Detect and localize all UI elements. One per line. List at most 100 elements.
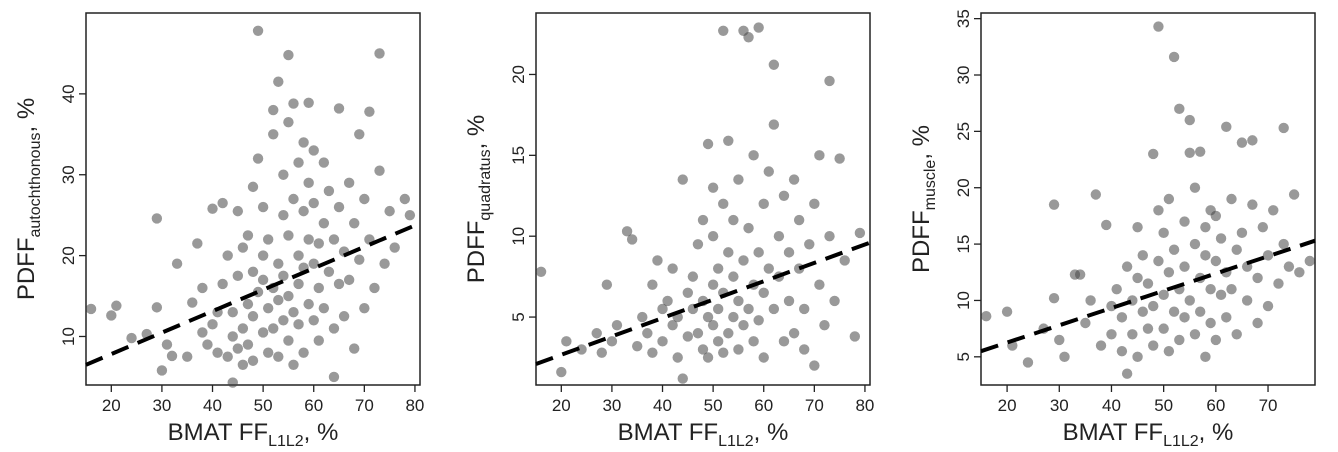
data-point [288,98,299,109]
data-point [262,302,274,314]
data-point [111,300,122,311]
data-point [202,339,213,350]
data-point [748,336,759,347]
data-point [687,271,699,282]
data-point [763,166,774,177]
data-point [1283,261,1295,272]
data-point [1137,250,1148,261]
data-point [773,231,785,242]
data-point [1179,216,1190,227]
data-point [1278,238,1289,250]
data-point [1148,300,1159,312]
data-point [247,355,259,366]
plot-frame [85,12,421,386]
data-point [308,197,319,209]
data-point [1174,334,1185,346]
data-point [652,255,663,266]
data-point [359,302,370,314]
y-tick-label: 35 [954,9,973,28]
data-point [753,315,764,326]
data-point [591,328,602,339]
data-point [227,331,238,342]
data-point [338,311,350,322]
data-point [707,231,719,242]
data-point [1001,306,1013,317]
data-point [1116,345,1128,357]
data-point [1215,289,1227,301]
data-point [1168,51,1180,63]
data-point [197,282,208,294]
data-point [318,157,330,168]
data-point [232,205,244,217]
data-point [1090,189,1102,200]
data-point [824,231,835,242]
data-point [298,347,309,358]
y-tick-label: 20 [954,178,973,197]
data-point [596,347,607,358]
data-point [637,311,648,323]
data-point [682,331,694,342]
data-point [252,25,264,36]
data-point [1080,317,1091,329]
data-point [268,129,279,140]
data-point [768,303,780,315]
data-point [707,182,719,193]
data-point [783,247,795,258]
data-point [379,258,390,269]
data-point [723,135,734,146]
y-tick-label: 5 [509,312,528,321]
data-point [738,255,749,266]
data-point [758,198,769,210]
data-point [1184,147,1195,158]
data-point [1194,306,1206,317]
data-point [702,311,714,323]
y-tick-label: 10 [59,327,78,346]
data-point [197,327,208,338]
data-point [85,303,97,315]
data-point [632,340,643,352]
data-point [1262,250,1274,261]
x-tick-label: 60 [304,396,323,415]
data-point [1121,261,1133,272]
x-tick-label: 70 [1259,396,1278,415]
data-point [404,209,416,221]
data-point [303,97,314,108]
data-point [849,331,861,342]
data-point [809,360,820,371]
y-tick-label: 30 [59,165,78,184]
x-axis-title: BMAT FFL1L2, % [1063,419,1234,450]
data-point [237,242,249,253]
data-point [257,201,269,213]
data-point [313,238,324,249]
data-point [1059,351,1070,363]
data-point [606,336,618,347]
data-point [1273,278,1284,289]
data-point [601,279,613,290]
data-point [232,343,244,354]
data-point [814,150,825,161]
data-point [702,138,714,150]
data-point [151,302,163,313]
data-point [273,76,284,87]
data-point [576,344,587,355]
data-point [328,234,340,245]
x-tick-label: 70 [805,396,824,415]
data-point [192,238,203,249]
data-points [85,25,416,388]
data-point [758,352,769,363]
data-point [1142,323,1154,334]
data-point [819,319,830,331]
data-point [161,339,173,350]
data-point [237,359,249,370]
x-axis-title: BMAT FFL1L2, % [168,419,339,450]
data-point [293,250,304,261]
data-point [778,336,790,347]
data-point [728,311,739,323]
data-point [1184,295,1195,306]
data-point [333,103,345,114]
y-axis-title: PDFFmuscle, % [908,125,939,273]
data-point [1137,306,1148,317]
data-point [1148,148,1159,160]
data-point [723,328,734,339]
data-point [384,205,395,217]
